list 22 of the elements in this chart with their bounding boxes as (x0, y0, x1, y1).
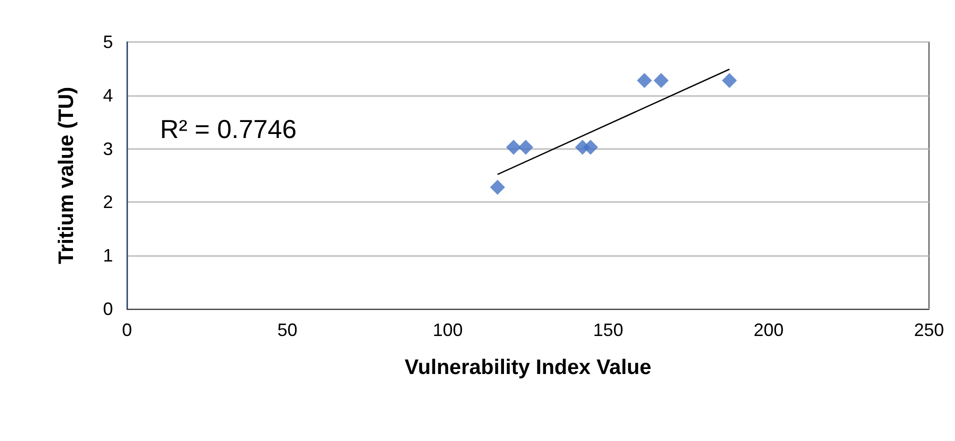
x-tick-label: 50 (277, 320, 298, 340)
x-tick-label: 250 (914, 320, 944, 340)
point (722, 72, 737, 88)
x-tick-label: 0 (122, 320, 132, 340)
y-tick-label: 1 (102, 246, 113, 266)
x-tick-label: 200 (754, 320, 784, 340)
point (518, 140, 534, 155)
point (490, 180, 506, 195)
y-tick-label: 4 (102, 85, 113, 106)
x-tick-label: 150 (593, 320, 624, 340)
point (654, 72, 669, 88)
y-tick-label: 5 (102, 32, 113, 52)
x-axis-title: Vulnerability Index Value (404, 356, 652, 379)
point (636, 72, 652, 88)
point (506, 140, 522, 155)
x-tick-label: 100 (432, 320, 463, 340)
y-axis-title: Tritium value (TU) (55, 86, 78, 264)
point (583, 140, 598, 155)
y-tick-label: 0 (102, 299, 113, 319)
y-tick-label: 3 (102, 138, 113, 159)
y-tick-label: 2 (102, 192, 113, 212)
annotation: R² = 0.7746 (160, 114, 297, 144)
